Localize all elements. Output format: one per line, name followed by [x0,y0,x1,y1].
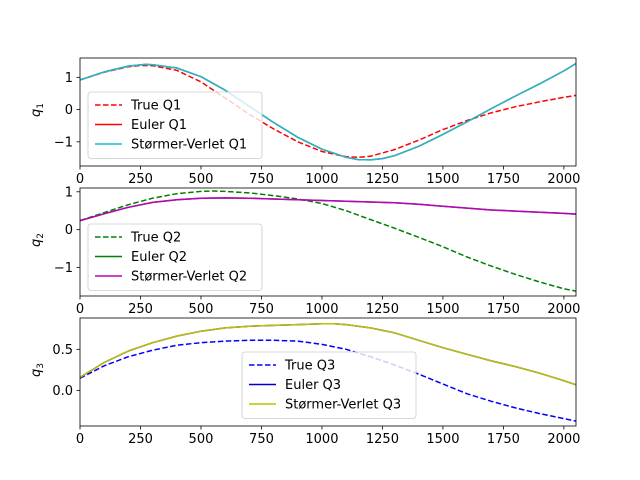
series-line-3-3 [80,323,576,386]
y-tick-label: 0 [65,223,73,238]
y-tick-label: −1 [54,261,73,276]
x-tick-label: 500 [189,302,214,317]
axes-frame [79,57,577,167]
y-tick-label: 1 [65,185,73,200]
x-tick-label: 1000 [305,432,338,447]
x-tick-label: 750 [249,302,274,317]
x-tick-label: 1500 [426,172,459,187]
legend-label: Euler Q2 [131,250,187,265]
legend-label: True Q2 [130,231,181,246]
x-tick-label: 1750 [487,172,520,187]
subplot-2: 0 250 500 750 1000 1250 1500 1750 2000 1 0 −1 q2 True… [29,185,580,317]
x-tick-label: 250 [128,172,153,187]
y-axis-label: q1 [29,103,46,117]
y-tick-label: −1 [54,135,73,150]
legend-box [87,223,263,291]
y-axis-label-main: q [29,239,44,247]
x-tick-label: 2000 [547,432,580,447]
x-tick-label: 0 [76,432,84,447]
y-axis-label-main: q [29,369,44,377]
y-axis-label-subscript: 1 [36,103,46,109]
series-line-1-3 [80,62,576,161]
legend-label: True Q1 [130,99,181,114]
x-tick-label: 500 [189,432,214,447]
x-tick-label: 1250 [366,432,399,447]
x-tick-label: 1250 [366,172,399,187]
legend-box [241,351,417,419]
x-tick-label: 250 [128,432,153,447]
x-tick-label: 2000 [547,302,580,317]
axes-frame [79,187,577,297]
series-line-2-3 [80,197,576,222]
x-tick-label: 750 [249,432,274,447]
axes-frame [79,317,577,427]
x-tick-label: 500 [189,172,214,187]
legend-label: Størmer-Verlet Q2 [131,270,247,285]
legend-label: Euler Q1 [131,118,187,133]
x-tick-label: 1500 [426,432,459,447]
y-tick-label: 0.5 [52,343,73,358]
x-tick-label: 1750 [487,432,520,447]
x-tick-label: 250 [128,302,153,317]
x-tick-label: 0 [76,172,84,187]
x-tick-label: 1250 [366,302,399,317]
legend: True Q1 Euler Q1 Størmer-Verlet Q1 [87,91,263,159]
x-tick-label: 750 [249,172,274,187]
legend-label: Størmer-Verlet Q3 [285,398,401,413]
x-tick-label: 1000 [305,172,338,187]
legend-label: Euler Q3 [285,378,341,393]
x-tick-label: 1750 [487,302,520,317]
legend: True Q3 Euler Q3 Størmer-Verlet Q3 [241,351,417,419]
series-line-3-1 [80,339,576,422]
y-tick-label: 0.0 [52,384,73,399]
y-axis-label: q2 [29,233,46,247]
x-tick-label: 1000 [305,302,338,317]
y-axis-label-subscript: 2 [36,233,46,239]
legend-label: Størmer-Verlet Q1 [131,138,247,153]
subplot-3: 0 250 500 750 1000 1250 1500 1750 2000 0.5 0.0 q3 Tr… [29,317,580,447]
legend-box [87,91,263,159]
x-tick-label: 1500 [426,302,459,317]
y-axis-label-main: q [29,109,44,117]
y-axis-label: q3 [29,363,46,377]
x-tick-label: 0 [76,302,84,317]
legend-label: True Q3 [284,359,335,374]
series-line-1-1 [80,64,576,159]
series-line-2-1 [80,190,576,292]
x-tick-label: 2000 [547,172,580,187]
y-axis-label-subscript: 3 [36,363,46,369]
y-tick-label: 0 [65,103,73,118]
legend: True Q2 Euler Q2 Størmer-Verlet Q2 [87,223,263,291]
y-tick-label: 1 [65,71,73,86]
